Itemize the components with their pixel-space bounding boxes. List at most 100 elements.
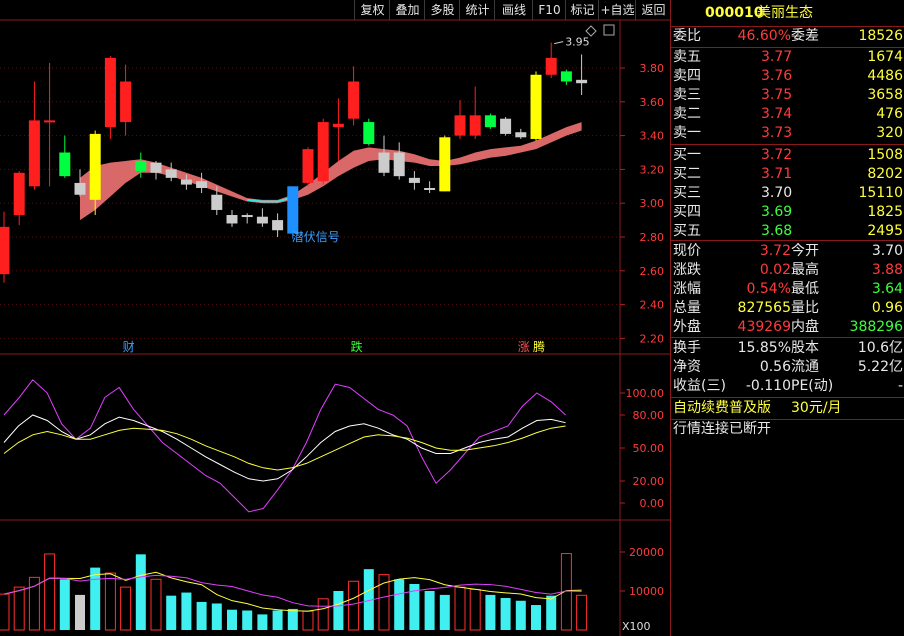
level-price: 3.76 <box>761 68 793 84</box>
volume-bar <box>348 580 360 631</box>
chart-toolbar: 复权 叠加 多股 统计 画线 F10 标记 +自选 返回 <box>0 0 670 21</box>
volume-bar <box>272 610 283 630</box>
max-price-pointer <box>554 41 564 45</box>
connection-status: 行情连接已断开 <box>673 421 771 437</box>
toolbar-button-0[interactable]: 复权 <box>354 0 390 20</box>
price-tick-label: 2.80 <box>640 231 665 244</box>
stat-row: 净资 0.56 流通 5.22亿 <box>671 358 904 377</box>
candle-body <box>317 122 329 182</box>
volume-bar <box>378 574 390 631</box>
candle-body <box>545 57 557 75</box>
level-volume: 8202 <box>867 166 903 182</box>
candle-body <box>332 123 344 128</box>
candle-body <box>74 182 86 195</box>
stat-label: 现价 <box>673 243 701 259</box>
candle-body <box>393 152 405 177</box>
stat-row: 换手 15.85% 股本 10.6亿 <box>671 339 904 358</box>
stat-value: 10.6亿 <box>857 340 903 356</box>
level-label: 买五 <box>673 223 701 239</box>
toolbar-button-1[interactable]: 叠加 <box>389 0 425 20</box>
ma-band-cross <box>247 196 294 203</box>
sell-row: 卖二 3.74 476 <box>671 105 904 124</box>
price-tick-label: 3.60 <box>640 96 665 109</box>
quote-panel: 000010 美丽生态 委比 46.60% 委差 18526 卖五 3.77 167… <box>670 0 904 636</box>
toolbar-button-5[interactable]: F10 <box>532 0 566 20</box>
event-marker: 腾 <box>533 339 545 354</box>
toolbar-button-7[interactable]: +自选 <box>598 0 636 20</box>
toolbar-button-6[interactable]: 标记 <box>565 0 599 20</box>
stat-row: 收益(三) -0.110 PE(动) - <box>671 377 904 396</box>
level-price: 3.77 <box>761 49 793 65</box>
stat-value: 0.56 <box>759 359 791 375</box>
stock-name: 美丽生态 <box>757 5 813 21</box>
candle-body <box>500 118 512 134</box>
stat-row: 总量 827565 量比 0.96 <box>671 299 904 318</box>
candle-body <box>272 220 284 231</box>
candle-body <box>44 120 56 123</box>
sell-row: 卖一 3.73 320 <box>671 124 904 143</box>
level-label: 卖三 <box>673 87 701 103</box>
candle-body <box>576 79 588 84</box>
volume-ma-line <box>3 571 582 612</box>
price-tick-label: 3.20 <box>640 163 665 176</box>
level-label: 买四 <box>673 204 701 220</box>
toolbar-button-4[interactable]: 画线 <box>494 0 533 20</box>
level-label: 卖五 <box>673 49 701 65</box>
candle-body <box>180 179 192 185</box>
volume-bar <box>546 595 557 630</box>
level-label: 买二 <box>673 166 701 182</box>
candle-body <box>408 177 420 183</box>
stat-label: 量比 <box>791 300 819 316</box>
level-volume: 476 <box>876 106 903 122</box>
toolbar-button-8[interactable]: 返回 <box>635 0 671 20</box>
stat-label: 净资 <box>673 359 701 375</box>
volume-bar <box>287 608 298 630</box>
stat-label: 总量 <box>673 300 701 316</box>
level-price: 3.73 <box>761 125 793 141</box>
stat-label: 最高 <box>791 262 819 278</box>
stat-label: 内盘 <box>791 319 819 335</box>
volume-bar <box>363 569 374 630</box>
volume-bar <box>196 601 207 630</box>
volume-bar <box>409 583 420 630</box>
volume-bar <box>0 593 10 631</box>
level-label: 买一 <box>673 147 701 163</box>
candle-body <box>348 81 360 119</box>
volume-bar <box>90 567 101 630</box>
promo-row[interactable]: 自动续费普及版 30元/月 <box>671 399 904 418</box>
volume-bar <box>454 586 466 631</box>
buy-row: 买三 3.70 15110 <box>671 184 904 203</box>
volume-bar <box>181 592 192 630</box>
candle-body <box>256 216 268 224</box>
candle-body <box>469 115 481 136</box>
stat-row: 涨幅 0.54% 最低 3.64 <box>671 280 904 299</box>
event-marker: 涨 <box>518 339 530 354</box>
candle-body <box>13 172 25 216</box>
candle-body <box>287 186 299 234</box>
ma-band <box>80 122 582 221</box>
stat-row: 涨跌 0.02 最高 3.88 <box>671 261 904 280</box>
level-volume: 3658 <box>867 87 903 103</box>
candle-body <box>226 215 238 224</box>
volume-bar <box>333 591 344 630</box>
candle-body <box>378 152 390 173</box>
candle-body <box>424 187 436 190</box>
kdj-tick-label: 80.00 <box>633 409 665 422</box>
candle-body <box>241 215 253 218</box>
price-tick-label: 3.80 <box>640 62 665 75</box>
wei-cha-value: 18526 <box>858 28 903 44</box>
stat-label: 收益(三) <box>673 378 726 394</box>
toolbar-button-2[interactable]: 多股 <box>424 0 460 20</box>
toolbar-button-3[interactable]: 统计 <box>459 0 495 20</box>
volume-bar <box>257 614 268 630</box>
kdj-tick-label: 20.00 <box>633 475 665 488</box>
level-volume: 320 <box>876 125 903 141</box>
volume-bar <box>485 594 496 630</box>
level-label: 买三 <box>673 185 701 201</box>
stat-label: PE(动) <box>791 378 834 394</box>
diamond-icon <box>585 25 597 37</box>
candle-body <box>165 169 177 178</box>
promo-text: 自动续费普及版 <box>673 400 771 416</box>
level-price: 3.70 <box>761 185 793 201</box>
stat-value: 0.02 <box>759 262 791 278</box>
